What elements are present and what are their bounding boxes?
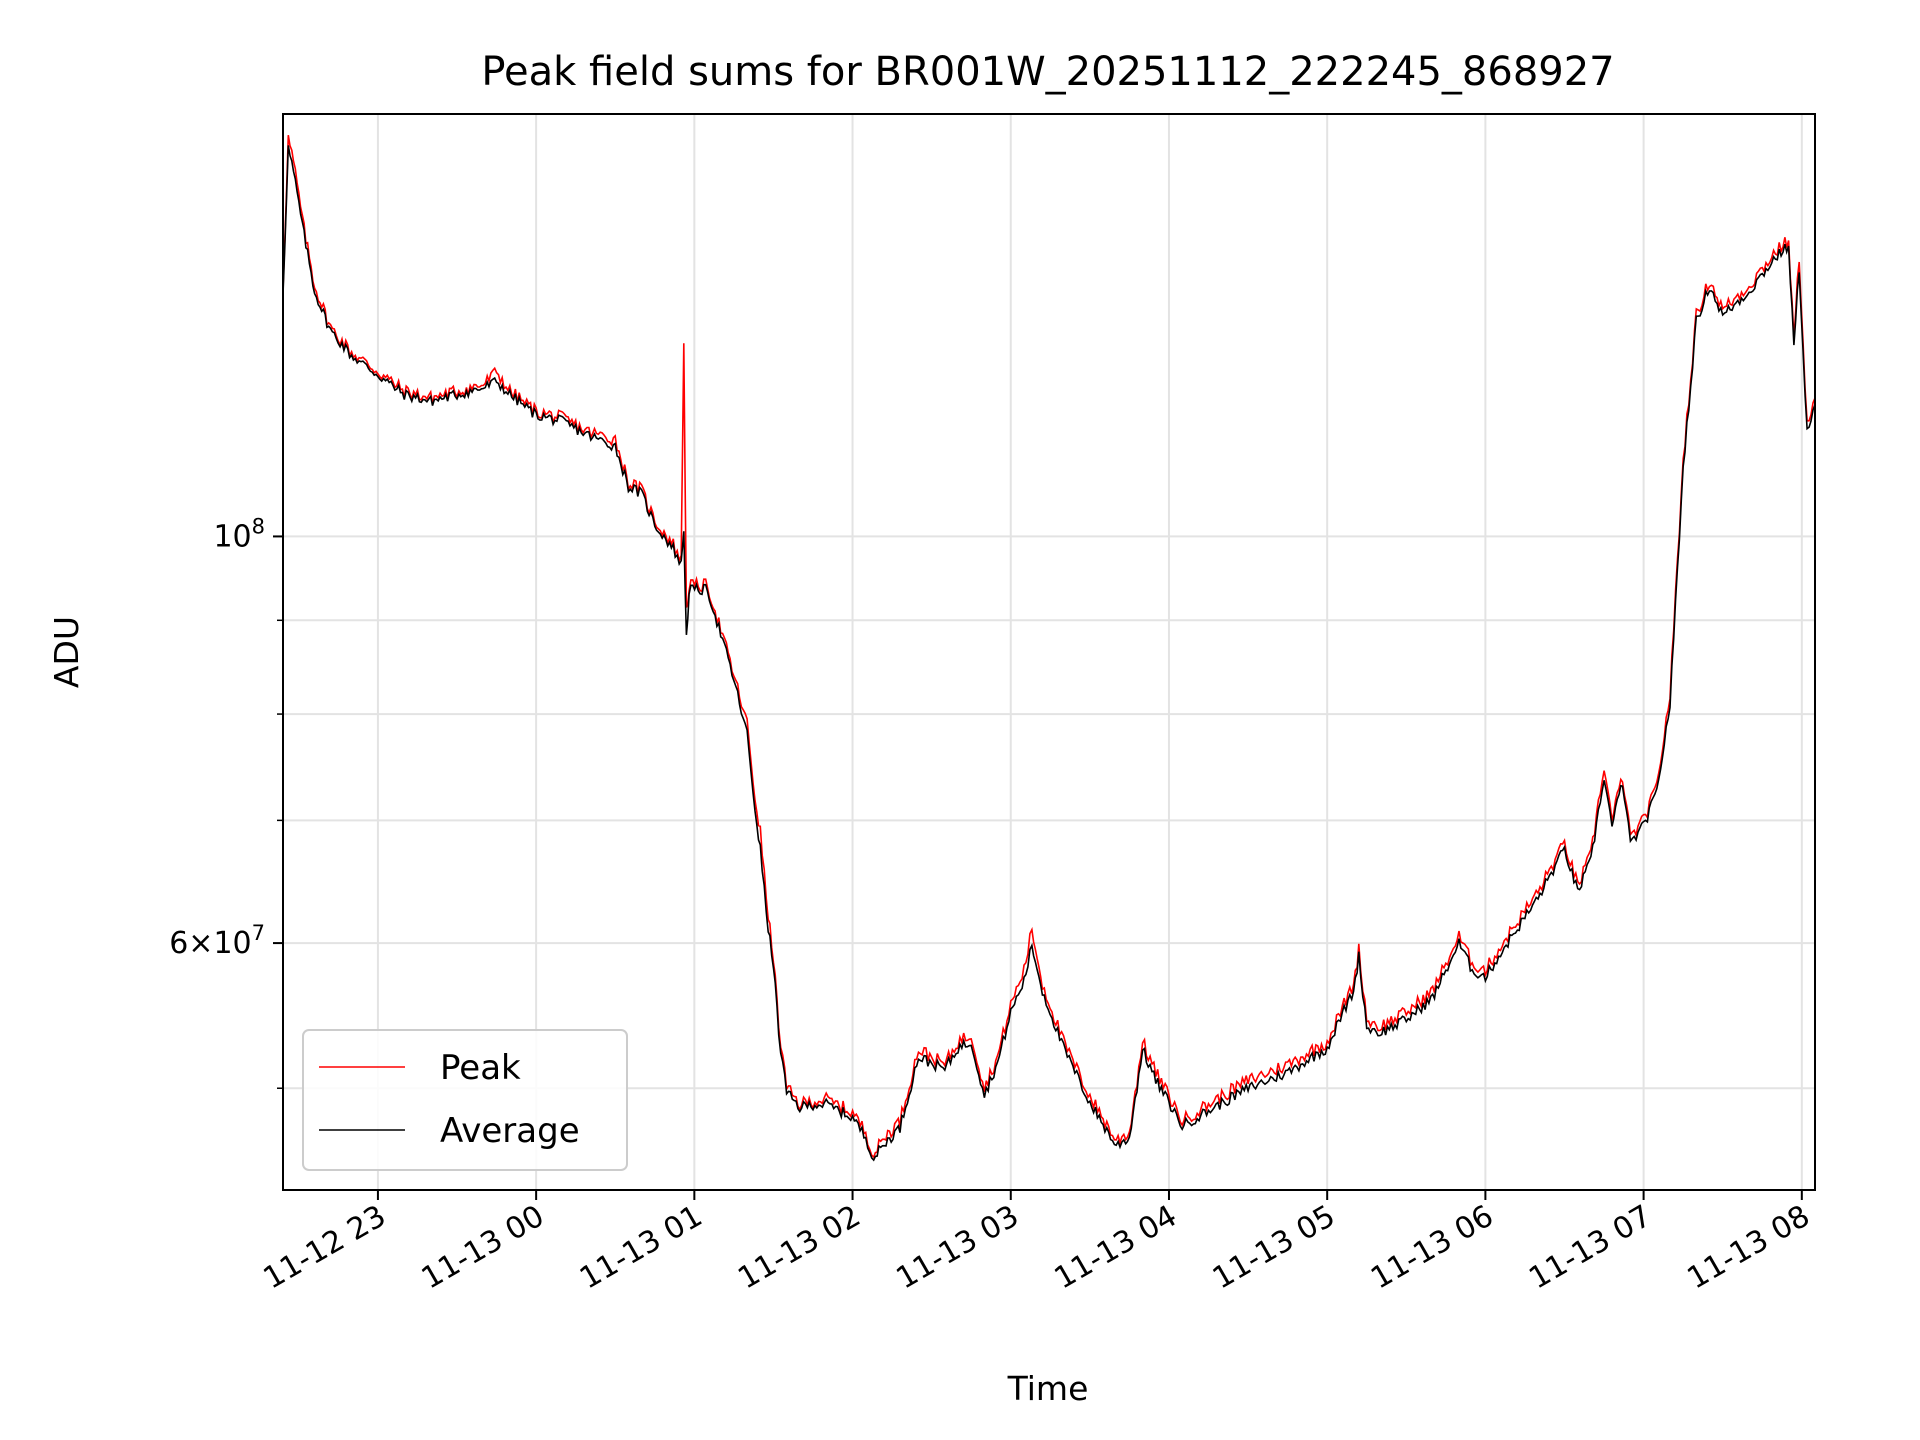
series-line-average bbox=[283, 145, 1815, 1162]
y-tick-label-base: 10 bbox=[213, 519, 251, 554]
x-tick-label: 11-13 02 bbox=[732, 1199, 866, 1297]
x-tick-label: 11-12 23 bbox=[258, 1199, 392, 1297]
plot-frame bbox=[282, 113, 1816, 1191]
y-axis-ticks: 108 6×107 bbox=[169, 514, 283, 1089]
y-axis-label: ADU bbox=[47, 616, 86, 688]
x-tick-label: 11-13 03 bbox=[890, 1199, 1024, 1297]
chart-title: Peak field sums for BR001W_20251112_2222… bbox=[481, 49, 1614, 95]
x-tick-label: 11-13 01 bbox=[574, 1199, 708, 1297]
x-axis-label: Time bbox=[1007, 1369, 1089, 1408]
y-tick-label-exponent: 7 bbox=[252, 921, 265, 945]
series-line-peak bbox=[283, 134, 1815, 1159]
series-layer bbox=[283, 134, 1815, 1162]
legend-box bbox=[302, 1029, 628, 1171]
x-tick-label: 11-13 06 bbox=[1365, 1199, 1499, 1297]
x-axis-ticks: 11-12 23 11-13 00 11-13 01 11-13 02 11-13 03… bbox=[258, 1190, 1816, 1296]
grid-lines bbox=[283, 114, 1815, 1190]
legend: Peak Average bbox=[302, 1029, 628, 1171]
legend-label-peak: Peak bbox=[440, 1048, 521, 1088]
x-tick-label: 11-13 00 bbox=[416, 1199, 550, 1297]
y-tick-label-base: 6×10 bbox=[169, 926, 251, 961]
x-tick-label: 11-13 07 bbox=[1523, 1199, 1657, 1297]
x-tick-label: 11-13 08 bbox=[1681, 1199, 1815, 1297]
legend-label-average: Average bbox=[440, 1111, 580, 1151]
y-tick-label: 108 bbox=[213, 514, 265, 554]
y-tick-label-exponent: 8 bbox=[252, 514, 265, 538]
y-tick-label: 6×107 bbox=[169, 921, 265, 961]
x-tick-label: 11-13 04 bbox=[1049, 1199, 1183, 1297]
x-tick-label: 11-13 05 bbox=[1207, 1199, 1341, 1297]
